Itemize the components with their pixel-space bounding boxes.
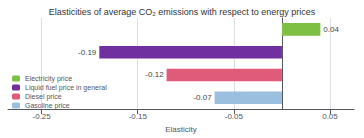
svg-text:Gasoline price: Gasoline price [25, 102, 70, 110]
svg-text:-0.25: -0.25 [33, 112, 52, 121]
svg-text:-0.07: -0.07 [193, 93, 212, 102]
svg-text:-0.05: -0.05 [225, 112, 244, 121]
svg-text:0.04: 0.04 [323, 25, 339, 34]
svg-text:Elasticities of average CO₂ em: Elasticities of average CO₂ emissions wi… [49, 7, 316, 17]
svg-text:Diesel price: Diesel price [25, 93, 62, 101]
svg-text:-0.12: -0.12 [145, 70, 164, 79]
svg-text:0.05: 0.05 [322, 112, 338, 121]
svg-text:-0.15: -0.15 [129, 112, 148, 121]
svg-text:-0.19: -0.19 [78, 48, 97, 57]
svg-text:Elasticity: Elasticity [165, 125, 197, 134]
svg-text:Electricity price: Electricity price [25, 75, 72, 83]
svg-text:Liquid fuel price in general: Liquid fuel price in general [25, 84, 107, 92]
